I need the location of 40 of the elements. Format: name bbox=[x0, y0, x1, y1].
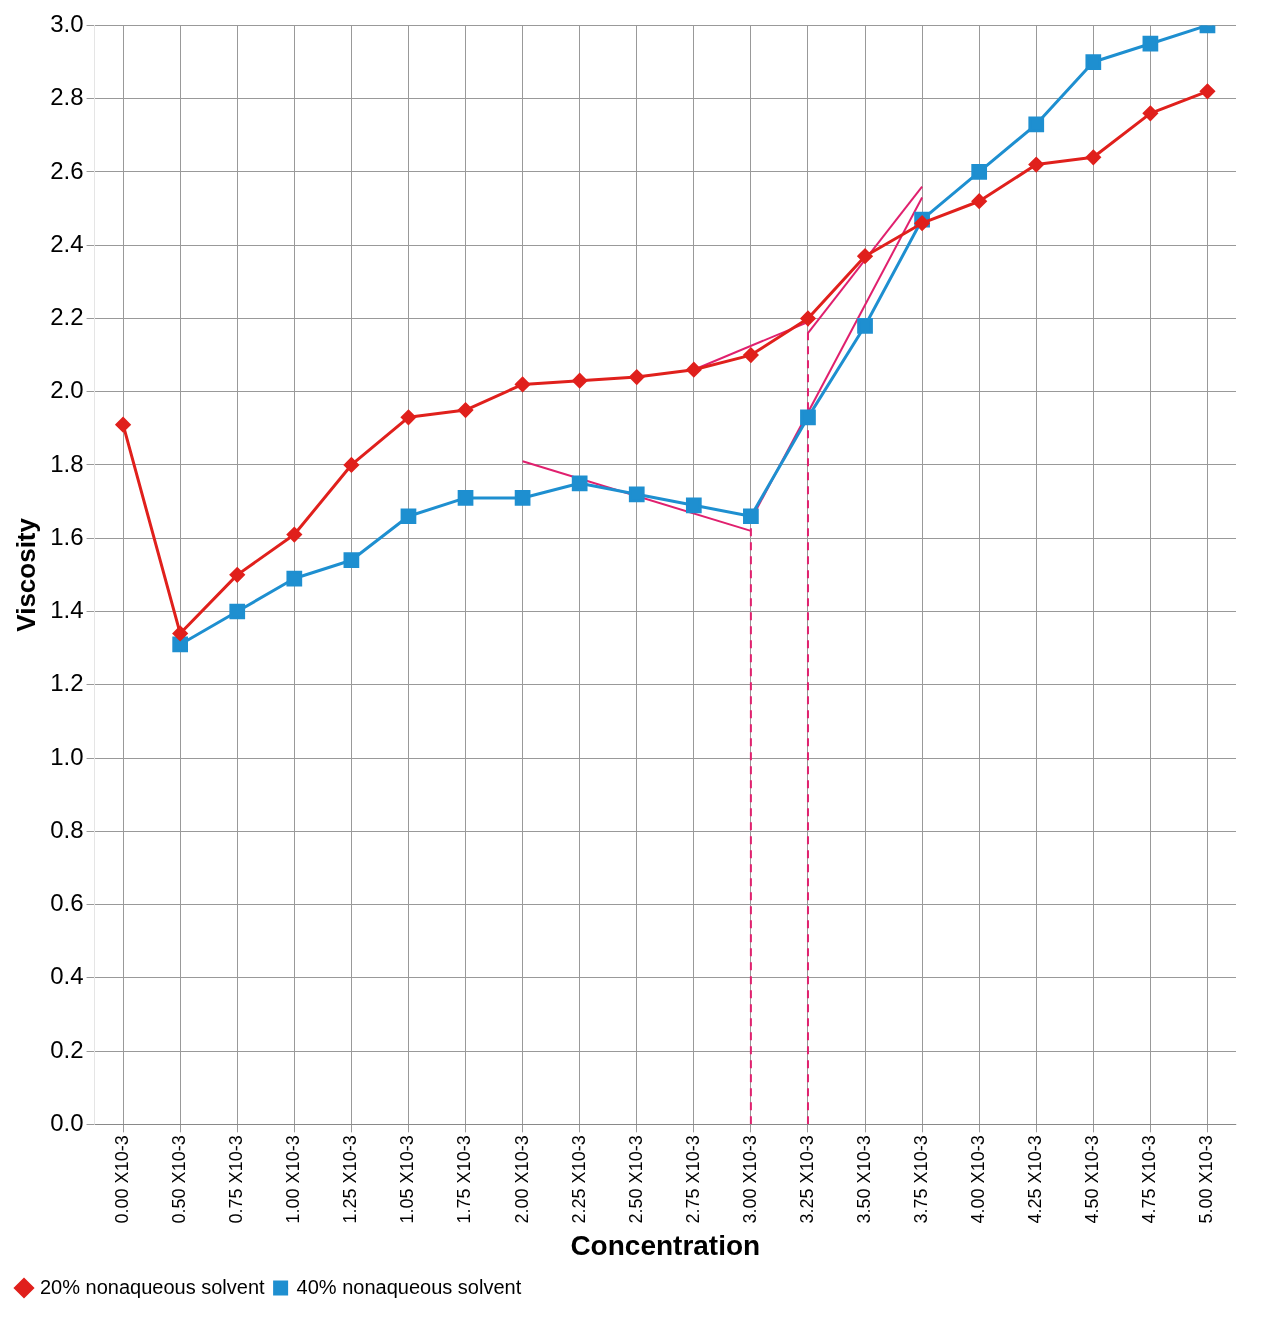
y-tick-label: 0.8 bbox=[50, 815, 84, 843]
y-tick-label: 0.2 bbox=[50, 1035, 84, 1063]
x-tick-label: 4.75 X10-3 bbox=[1139, 1135, 1160, 1224]
y-tick-label: 1.4 bbox=[50, 596, 84, 624]
x-axis-title: Concentration bbox=[570, 1229, 761, 1261]
x-tick-label: 3.50 X10-3 bbox=[854, 1135, 874, 1224]
y-tick-label: 1.2 bbox=[50, 669, 84, 697]
y-tick-label: 2.0 bbox=[50, 376, 84, 404]
x-tick-label: 3.75 X10-3 bbox=[911, 1135, 932, 1224]
x-tick-label: 1.25 X10-3 bbox=[340, 1135, 361, 1224]
y-tick-label: 0.4 bbox=[50, 962, 84, 990]
x-tick-label: 0.50 X10-3 bbox=[169, 1135, 190, 1224]
y-tick-label: 0.0 bbox=[50, 1108, 84, 1136]
x-tick-label: 3.00 X10-3 bbox=[739, 1135, 760, 1224]
x-tick-label: 0.00 X10-3 bbox=[112, 1135, 133, 1224]
y-tick-label: 1.0 bbox=[50, 742, 84, 770]
x-tick-label: 5.00 X10-3 bbox=[1196, 1135, 1217, 1224]
y-tick-label: 0.6 bbox=[50, 889, 84, 917]
x-tick-label: 0.75 X10-3 bbox=[226, 1135, 247, 1224]
legend-label: 20% nonaqueous solvent bbox=[40, 1275, 266, 1298]
x-tick-label: 2.50 X10-3 bbox=[625, 1135, 646, 1224]
y-tick-label: 2.2 bbox=[50, 303, 84, 331]
x-tick-label: 4.00 X10-3 bbox=[968, 1135, 989, 1224]
x-tick-label: 2.00 X10-3 bbox=[511, 1135, 532, 1224]
y-tick-label: 2.4 bbox=[50, 229, 84, 257]
x-tick-label: 1.00 X10-3 bbox=[283, 1135, 304, 1224]
legend-label: 40% nonaqueous solvent bbox=[296, 1275, 522, 1298]
y-axis-title: Viscosity bbox=[10, 517, 41, 632]
y-tick-label: 2.8 bbox=[50, 83, 84, 111]
x-tick-label: 2.75 X10-3 bbox=[682, 1135, 703, 1224]
x-tick-label: 1.75 X10-3 bbox=[454, 1135, 475, 1224]
y-tick-label: 1.6 bbox=[50, 522, 84, 550]
y-tick-label: 2.6 bbox=[50, 156, 84, 184]
y-tick-label: 1.8 bbox=[50, 449, 84, 477]
x-tick-label: 4.25 X10-3 bbox=[1025, 1135, 1046, 1224]
y-tick-label: 3.0 bbox=[50, 10, 84, 38]
x-tick-label: 4.50 X10-3 bbox=[1082, 1135, 1103, 1224]
x-tick-label: 1.05 X10-3 bbox=[397, 1135, 418, 1224]
x-tick-label: 3.25 X10-3 bbox=[796, 1135, 817, 1224]
x-tick-label: 2.25 X10-3 bbox=[568, 1135, 589, 1224]
